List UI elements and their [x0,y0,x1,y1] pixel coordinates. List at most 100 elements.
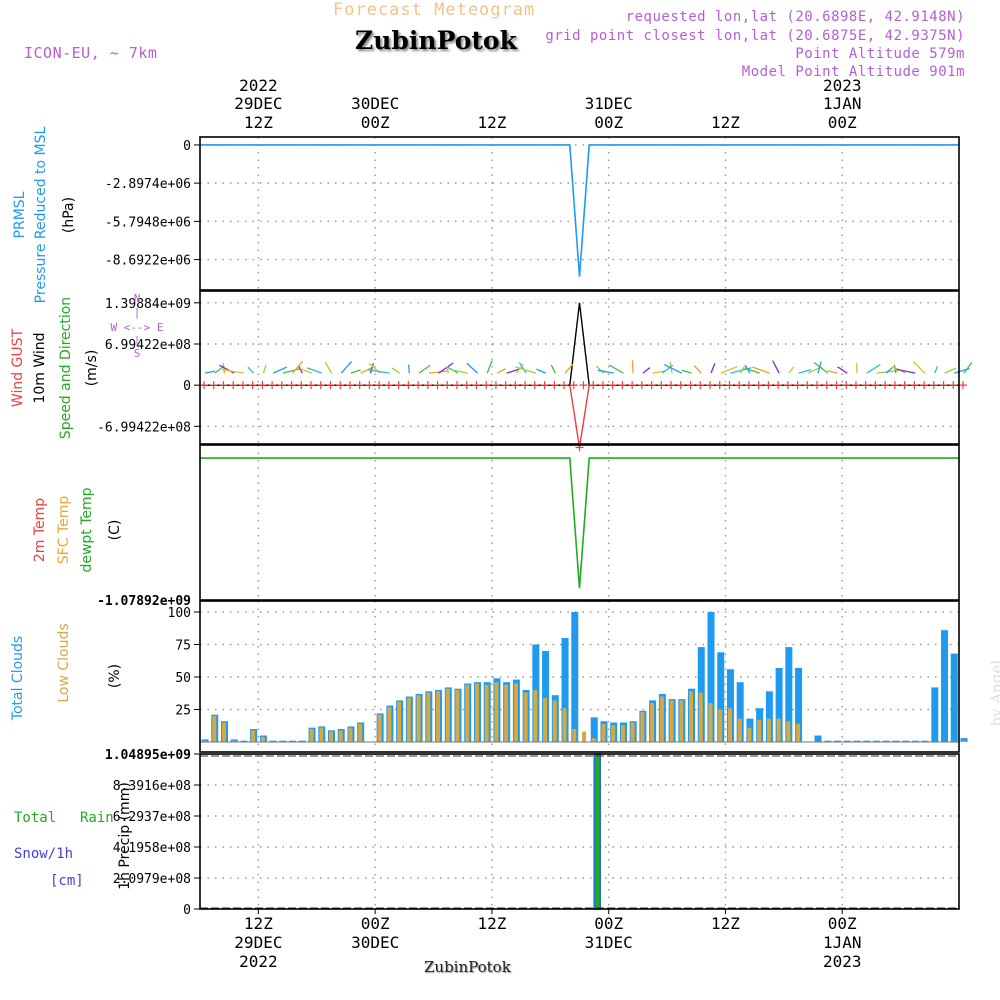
gust-marker [725,381,734,390]
gust-marker [219,381,228,390]
wind-arrow [720,365,738,374]
gust-marker [423,381,432,390]
clouds-ytick-label-1: 75 [175,639,191,654]
wind-arrow [262,364,267,374]
top-time-label-5-l2: 1JAN [823,94,862,113]
top-time-label-2-l3: 12Z [477,113,506,132]
gust-marker [628,381,637,390]
gust-marker [540,381,549,390]
gust-marker [569,381,578,390]
total-clouds-bar [931,687,939,742]
low-clouds-bar [786,721,791,742]
low-clouds-bar [231,740,236,742]
gust-marker [200,381,208,390]
total-clouds-bar [269,740,277,742]
low-clouds-bar [620,725,625,742]
low-clouds-bar [611,725,616,742]
total-clouds-bar [892,740,900,742]
low-clouds-bar [776,718,781,742]
low-clouds-bar [533,690,538,742]
bottom-time-label-0-l1: 12Z [244,914,273,933]
low-clouds-bar [698,692,703,742]
wind-arrow [642,367,651,374]
low-clouds-bar [766,718,771,742]
total-clouds-bar [872,740,880,742]
low-clouds-bar [426,692,431,742]
bottom-time-label-0-l3: 2022 [239,952,278,971]
top-time-label-3-l3: 00Z [594,113,623,132]
gust-marker [715,381,724,390]
low-clouds-bar [640,712,645,742]
low-clouds-bar [572,729,577,742]
low-clouds-bar [329,731,333,742]
total-clouds-bar [289,740,297,742]
compass-n: N [134,292,141,305]
gust-marker [803,381,812,390]
low-clouds-bar [650,703,655,742]
low-clouds-bar [455,690,460,742]
gust-marker [384,381,393,390]
gust-marker [297,381,306,390]
compass-n-bar: | [134,306,141,319]
pressure-ytick-label-1: -2.8974e+06 [105,177,191,192]
total-clouds-bar [726,669,734,742]
total-clouds-bar [902,740,910,742]
gust-marker [277,381,286,390]
clouds-ytick-label-2: 50 [175,671,191,686]
wind-arrow [652,370,666,374]
wind-arrow [219,364,235,374]
total-clouds-bar [824,740,832,742]
wind-arrow [536,368,546,374]
precip-ytick-label-3: 4.1958e+08 [113,841,191,856]
total-clouds-bar [863,740,871,742]
panel-frame-temp [199,444,960,601]
low-clouds-bar [727,708,732,742]
gust-marker [890,381,899,390]
total-clouds-bar [795,667,803,742]
low-clouds-bar [202,740,207,742]
model-label: ICON-EU, ~ 7km [24,44,158,62]
low-clouds-bar [251,730,256,742]
low-clouds-bar [338,730,343,742]
wind-ytick-label-3: -6.99422e+08 [97,420,191,435]
total-clouds-bar [561,638,569,742]
panel-frame-wind [199,290,960,445]
gust-marker [316,381,325,390]
gust-marker [959,381,967,390]
total-clouds-bar [853,740,861,742]
bottom-time-label-1-l1: 00Z [361,914,390,933]
compass-s-bar: | [134,334,141,347]
bottom-time-label-5-l3: 2023 [823,952,862,971]
low-clouds-bar [484,684,489,742]
low-clouds-bar [474,683,479,742]
wind-arrow [550,364,556,374]
wind-arrow [391,367,400,374]
gust-marker [560,381,569,390]
compass-s: S [134,347,141,360]
wind-arrow [693,365,702,374]
gust-marker [521,381,530,390]
gust-marker [637,381,646,390]
top-time-label-5-l1: 2023 [823,76,862,95]
forecast-meteogram-subtitle: Forecast Meteogram [333,0,536,20]
wind-arrow [299,368,313,374]
precip-snow-label: Snow/1h [14,846,74,862]
wind-arrow [681,369,692,374]
gust-marker [287,381,296,390]
gust-marker [326,381,335,390]
total-clouds-bar [814,735,822,742]
gust-marker [589,381,598,390]
gust-marker [813,381,822,390]
wind-arrow [428,370,448,374]
precip-ytick-label-2: 6.2937e+08 [113,810,191,825]
wind-arrow [214,365,224,374]
clouds-ytick-label-3: 25 [175,704,191,719]
clouds-ytick-label-0: 100 [168,606,191,621]
gust-marker [501,381,510,390]
wind-arrow [934,366,939,374]
total-clouds-bar [279,740,287,742]
total-clouds-bar [843,740,851,742]
gust-marker [822,381,831,390]
gust-marker [842,381,851,390]
gust-marker [696,381,705,390]
